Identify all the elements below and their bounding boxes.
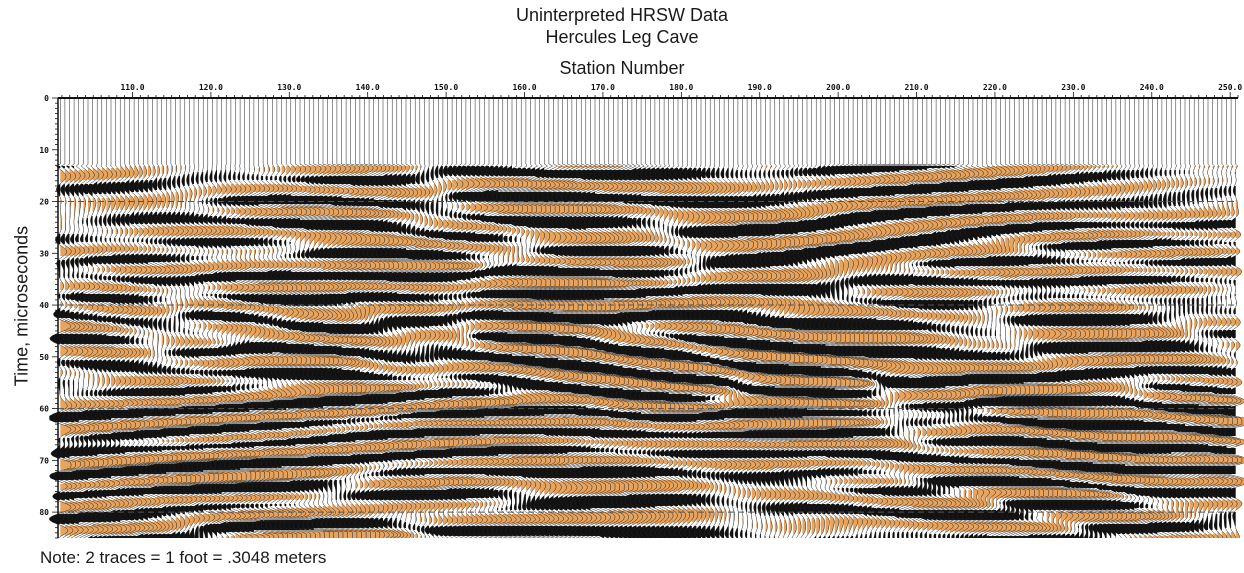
- y-tick-label: 60: [39, 405, 49, 414]
- x-tick-label: 180.0: [669, 83, 693, 92]
- positive-amplitude-fill: [60, 166, 1244, 538]
- x-tick-label: 170.0: [591, 83, 615, 92]
- x-tick-label: 200.0: [826, 83, 850, 92]
- x-tick-label: 160.0: [512, 83, 536, 92]
- x-tick-label: 120.0: [199, 83, 223, 92]
- y-tick-label: 40: [39, 301, 49, 310]
- y-tick-label: 10: [39, 146, 49, 155]
- x-tick-label: 240.0: [1140, 83, 1164, 92]
- x-tick-label: 210.0: [904, 83, 928, 92]
- x-tick-label: 250.0: [1218, 83, 1242, 92]
- y-tick-labels: 0 10 20 30 40 50 60 70 80: [39, 94, 49, 517]
- x-tick-label: 230.0: [1061, 83, 1085, 92]
- dashed-gridlines: [58, 201, 1238, 513]
- x-tick-label: 140.0: [356, 83, 380, 92]
- x-tick-labels: 110.0 120.0 130.0 140.0 150.0 160.0 170.0 180.0…: [120, 83, 1242, 92]
- axes: [52, 92, 1239, 539]
- x-tick-label: 130.0: [277, 83, 301, 92]
- x-tick-label: 190.0: [748, 83, 772, 92]
- y-tick-label: 50: [39, 353, 49, 362]
- y-tick-label: 70: [39, 456, 49, 465]
- x-tick-label: 150.0: [434, 83, 458, 92]
- scale-note: Note: 2 traces = 1 foot = .3048 meters: [40, 548, 327, 567]
- y-tick-label: 30: [39, 249, 49, 258]
- y-tick-label: 20: [39, 198, 49, 207]
- x-tick-label: 220.0: [983, 83, 1007, 92]
- trace-wiggles: [49, 98, 1244, 539]
- x-axis-label: Station Number: [559, 58, 685, 78]
- y-tick-label: 80: [39, 508, 49, 517]
- negative-amplitude-fill: [49, 166, 1236, 538]
- chart-title: Uninterpreted HRSW Data: [515, 5, 729, 25]
- y-tick-label: 0: [44, 94, 49, 103]
- x-tick-label: 110.0: [120, 83, 144, 92]
- chart-subtitle: Hercules Leg Cave: [545, 27, 699, 47]
- trace-lines: [49, 98, 1244, 539]
